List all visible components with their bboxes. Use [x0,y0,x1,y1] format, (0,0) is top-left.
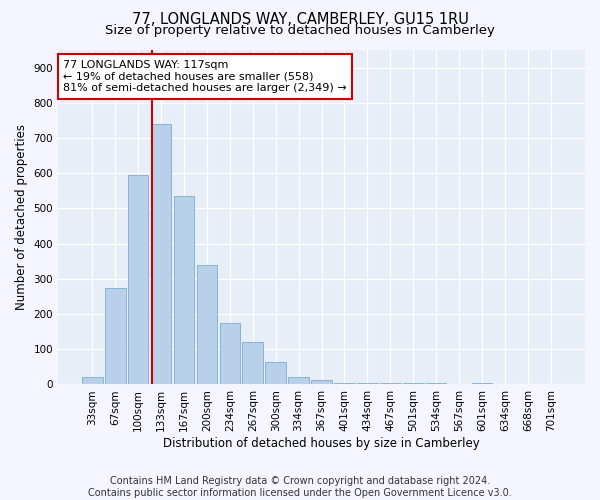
Text: Size of property relative to detached houses in Camberley: Size of property relative to detached ho… [105,24,495,37]
Y-axis label: Number of detached properties: Number of detached properties [15,124,28,310]
Bar [242,342,263,384]
Bar [380,382,401,384]
Text: Contains HM Land Registry data © Crown copyright and database right 2024.
Contai: Contains HM Land Registry data © Crown c… [88,476,512,498]
Bar [220,323,240,384]
Bar [472,382,492,384]
Bar [173,196,194,384]
Bar [82,378,103,384]
Text: 77, LONGLANDS WAY, CAMBERLEY, GU15 1RU: 77, LONGLANDS WAY, CAMBERLEY, GU15 1RU [131,12,469,28]
Bar [403,382,424,384]
X-axis label: Distribution of detached houses by size in Camberley: Distribution of detached houses by size … [163,437,480,450]
Bar [151,124,172,384]
Bar [197,265,217,384]
Bar [334,382,355,384]
Bar [311,380,332,384]
Bar [105,288,125,384]
Bar [128,175,148,384]
Bar [426,382,446,384]
Bar [288,378,309,384]
Text: 77 LONGLANDS WAY: 117sqm
← 19% of detached houses are smaller (558)
81% of semi-: 77 LONGLANDS WAY: 117sqm ← 19% of detach… [64,60,347,93]
Bar [357,382,377,384]
Bar [265,362,286,384]
